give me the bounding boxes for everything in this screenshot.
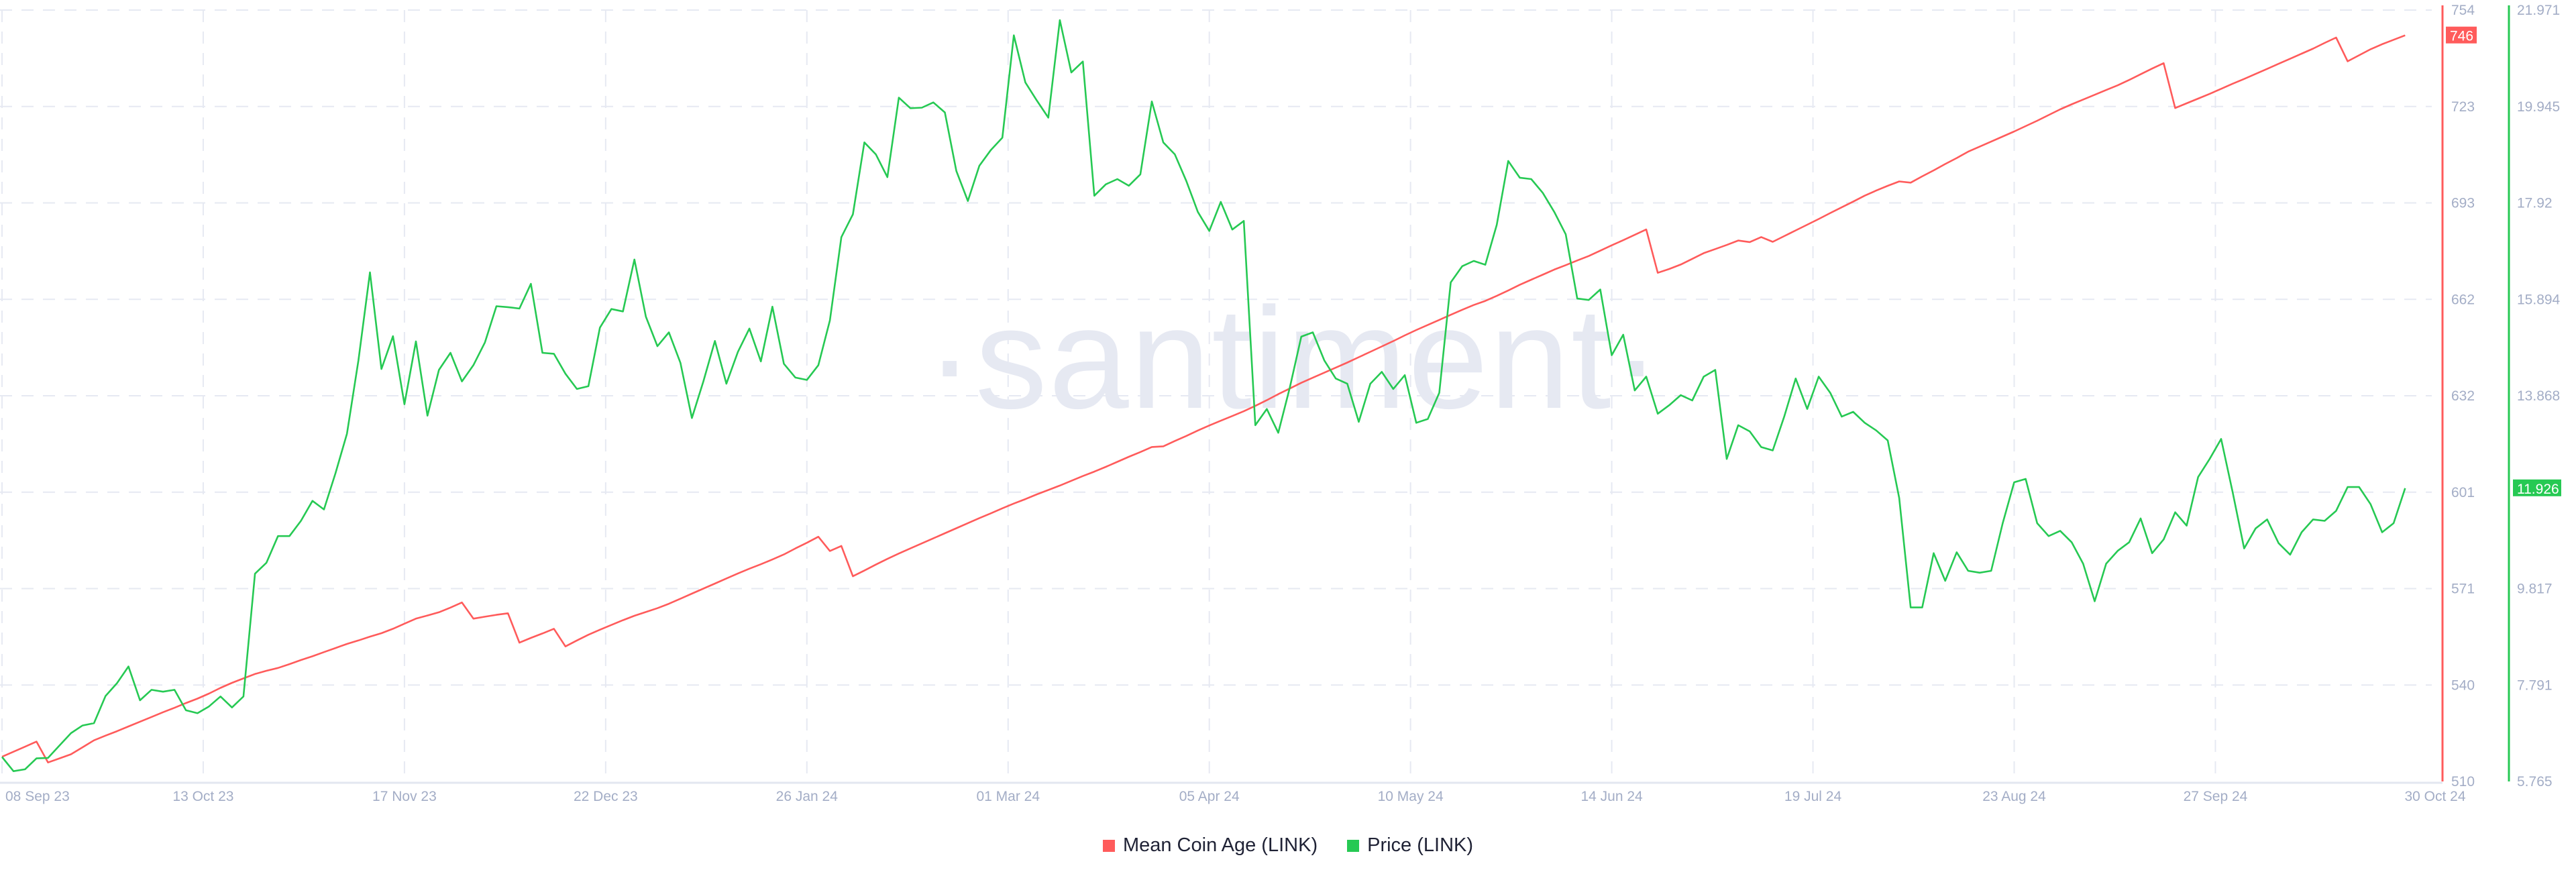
right-axis-tick-label: 5.765 [2517,774,2553,789]
x-tick-label: 14 Jun 24 [1580,789,1643,804]
santiment-watermark: ·santiment· [926,277,1662,439]
x-tick-label: 22 Dec 23 [574,789,638,804]
left-axis-tick-labels: 754 723 693 662 632 601 571 540 510 [2451,3,2475,789]
right-axis-tick-label: 7.791 [2517,677,2553,693]
mean-coin-age-value-text: 746 [2450,29,2473,44]
gridlines [0,9,2432,781]
legend: Mean Coin Age (LINK) Price (LINK) [0,834,2576,857]
x-tick-label: 05 Apr 24 [1179,789,1240,804]
right-axis-tick-label: 21.971 [2517,3,2560,18]
left-axis-tick-label: 571 [2451,582,2475,597]
right-axis-tick-label: 9.817 [2517,582,2553,597]
right-axis-tick-label: 19.945 [2517,99,2560,115]
left-axis-tick-label: 693 [2451,196,2475,211]
x-tick-label: 01 Mar 24 [976,789,1040,804]
dual-axis-line-chart: 08 Sep 23 13 Oct 23 17 Nov 23 22 Dec 23 26 J… [0,3,2561,804]
legend-item-mean-coin-age[interactable]: Mean Coin Age (LINK) [1102,834,1318,857]
legend-swatch-green [1347,839,1360,852]
left-axis-tick-label: 540 [2451,677,2475,693]
x-axis-tick-labels: 08 Sep 23 13 Oct 23 17 Nov 23 22 Dec 23 26 J… [5,789,2466,804]
mean-coin-age-value-badge [2446,26,2477,44]
x-tick-label: 26 Jan 24 [776,789,839,804]
left-axis-tick-label: 754 [2451,3,2475,18]
mean-coin-age-line [1,34,2406,763]
axes [0,5,2510,784]
x-tick-label: 17 Nov 23 [372,789,437,804]
legend-swatch-red [1102,839,1115,852]
x-tick-label: 19 Jul 24 [1784,789,1842,804]
left-axis-tick-label: 601 [2451,485,2475,500]
x-tick-label: 08 Sep 23 [5,789,70,804]
right-axis-tick-label: 15.894 [2517,292,2561,307]
price-line [1,19,2406,772]
x-tick-label: 13 Oct 23 [172,789,233,804]
left-axis-tick-label: 723 [2451,99,2475,115]
legend-item-price[interactable]: Price (LINK) [1347,834,1473,857]
right-axis-tick-label: 13.868 [2517,388,2560,404]
price-value-badge [2513,479,2561,496]
x-tick-label: 30 Oct 24 [2404,789,2465,804]
series-lines [1,19,2406,772]
price-value-text: 11.926 [2517,482,2559,497]
left-axis-tick-label: 632 [2451,388,2475,404]
left-axis-tick-label: 662 [2451,292,2475,307]
right-axis-tick-label: 17.92 [2517,196,2553,211]
x-tick-label: 27 Sep 24 [2184,789,2248,804]
legend-label: Mean Coin Age (LINK) [1122,834,1318,856]
x-tick-label: 10 May 24 [1378,789,1444,804]
last-value-badges: 746 11.926 [2446,26,2561,497]
right-axis-tick-labels: 21.971 19.945 17.92 15.894 13.868 9.817 7.791 5… [2517,3,2561,789]
legend-label: Price (LINK) [1367,834,1474,856]
x-tick-label: 23 Aug 24 [1982,789,2046,804]
left-axis-tick-label: 510 [2451,774,2475,789]
